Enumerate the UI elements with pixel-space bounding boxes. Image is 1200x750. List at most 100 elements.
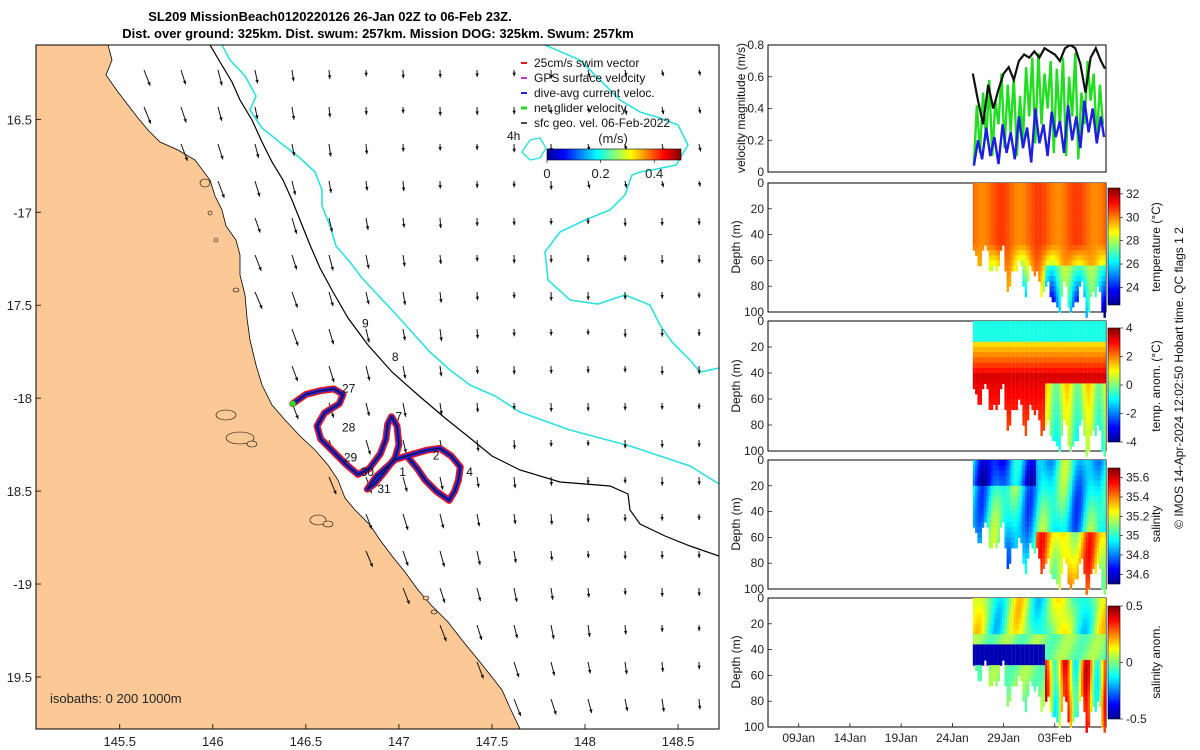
section-cell [1058, 613, 1061, 620]
section-cell [1042, 378, 1046, 384]
section-cell [1058, 373, 1061, 379]
section-cell [1024, 680, 1028, 687]
section-cell [1008, 281, 1012, 287]
section-cell [1022, 558, 1025, 564]
section-cell [1087, 198, 1091, 205]
section-cell [1006, 331, 1009, 338]
section-cell [1035, 250, 1039, 256]
section-cell [981, 198, 985, 205]
section-cell [1060, 496, 1064, 502]
section-cell [1058, 654, 1061, 661]
section-cell [1038, 496, 1041, 502]
velocity-arrow-head [623, 257, 627, 262]
section-cell [986, 321, 989, 327]
section-cell [997, 219, 1000, 225]
section-cell [1060, 265, 1064, 272]
section-cell [1024, 558, 1028, 564]
velocity-arrow-head [660, 294, 664, 299]
section-cell [1051, 336, 1055, 343]
velocity-arrow [697, 513, 701, 521]
section-cell [1024, 501, 1028, 508]
section-cell [975, 183, 978, 189]
section-cell [1054, 425, 1057, 431]
section-cell [1056, 296, 1059, 303]
section-cell [1033, 537, 1037, 544]
section-cell [1022, 270, 1025, 277]
section-cell [1081, 183, 1084, 189]
section-cell [1081, 480, 1084, 487]
section-cell [1058, 670, 1061, 676]
section-cell [1060, 527, 1064, 533]
section-cell [1006, 341, 1009, 348]
section-cell [1076, 352, 1079, 358]
section-cell [1040, 388, 1043, 395]
section-cell [1096, 362, 1100, 369]
section-cell [1045, 224, 1048, 231]
section-cell [1047, 260, 1050, 267]
section-cell [1067, 425, 1070, 431]
section-cell [972, 203, 976, 210]
section-cell [972, 362, 976, 369]
section-cell [975, 193, 978, 200]
section-cell [995, 183, 998, 189]
section-cell [1094, 270, 1097, 277]
velocity-arrow [549, 106, 553, 114]
section-cell [972, 649, 976, 656]
section-cell [981, 203, 985, 210]
section-cell [1058, 440, 1061, 447]
section-cell [1031, 491, 1034, 497]
map-ytick-label: -18 [13, 391, 32, 406]
section-cell [979, 654, 982, 661]
section-cell [1042, 388, 1046, 395]
section-cell [1011, 193, 1014, 200]
section-cell [1099, 460, 1102, 466]
velocity-arrow-head [438, 111, 442, 116]
section-cell [975, 527, 978, 533]
section-cell [1060, 598, 1064, 604]
section-cell [1069, 208, 1073, 215]
section-cell [1013, 341, 1016, 348]
section-cell [979, 326, 982, 332]
velocity-arrow [623, 217, 627, 227]
section-cell [990, 639, 994, 646]
velocity-arrow-head [183, 118, 187, 123]
section-cell [1074, 341, 1077, 348]
velocity-arrow [439, 365, 443, 377]
section-cell [1031, 470, 1034, 477]
section-cell [993, 623, 996, 630]
section-cell [1056, 634, 1059, 640]
section-cell [1045, 634, 1048, 640]
section-cell [1008, 475, 1012, 482]
section-cell [1017, 598, 1021, 604]
section-cell [995, 229, 998, 236]
section-cell [1015, 193, 1019, 200]
section-cell [1029, 485, 1032, 492]
section-cell [1006, 639, 1009, 646]
section-cell [981, 613, 985, 620]
temp-anomaly-colorbar [1107, 327, 1121, 443]
section-cell [1051, 326, 1055, 332]
section-cell [993, 367, 996, 374]
section-cell [1004, 639, 1007, 646]
section-cell [1054, 188, 1057, 194]
section-cell [977, 326, 980, 332]
section-cell [1067, 265, 1070, 272]
section-cell [1024, 255, 1028, 261]
section-cell [1051, 347, 1055, 353]
section-cell [1033, 644, 1037, 651]
section-cell [1056, 435, 1059, 442]
section-cell [979, 188, 982, 194]
section-cell [1103, 404, 1106, 410]
section-cell [997, 634, 1000, 640]
section-cell [995, 496, 998, 502]
velocity-arrow-head [623, 368, 627, 373]
section-cell [1067, 188, 1070, 194]
section-cell [1058, 388, 1061, 395]
section-cell [1029, 362, 1032, 369]
section-cell [995, 331, 998, 338]
velocity-arrow-head [660, 628, 664, 632]
section-cell [1067, 618, 1070, 625]
section-cell [1076, 255, 1079, 261]
section-cell [1015, 229, 1019, 236]
colorbar-tick-label: 34.8 [1126, 548, 1150, 562]
